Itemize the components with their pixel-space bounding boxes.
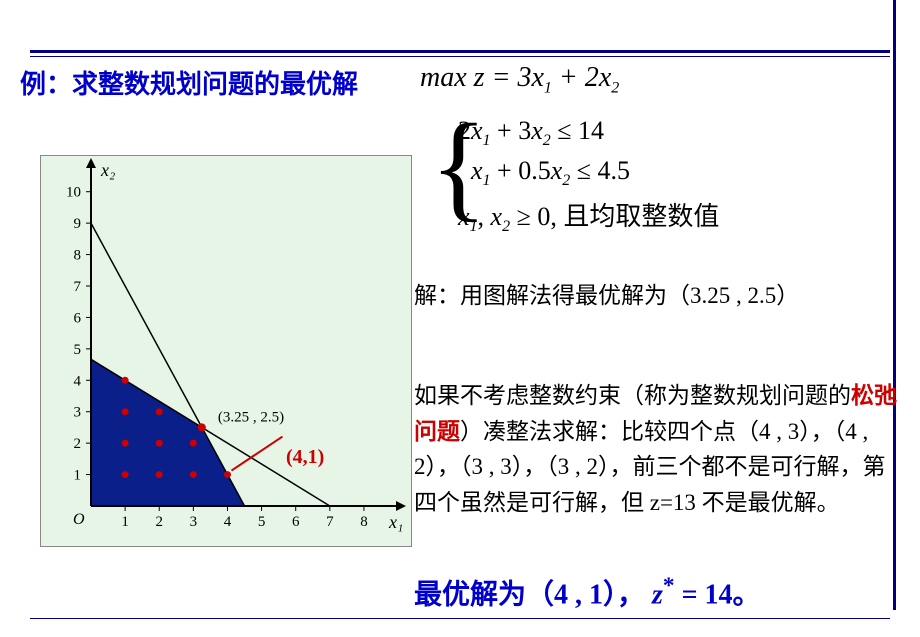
c3-note: 且均取整数值 xyxy=(563,202,719,231)
svg-text:5: 5 xyxy=(258,514,266,530)
plot-svg: 1 2 3 4 5 6 7 8 1 2 3 4 5 6 7 8 9 10 Ox₁ x₂ (3.25 , 2.5) xyxy=(41,156,411,546)
svg-text:6: 6 xyxy=(292,514,300,530)
svg-text:3: 3 xyxy=(190,514,198,530)
obj-s1: 1 xyxy=(544,80,552,97)
solution-paragraph-1: 解：用图解法得最优解为（3.25 , 2.5） xyxy=(414,278,884,314)
bottom-rule xyxy=(30,618,890,619)
svg-text:4: 4 xyxy=(74,373,82,389)
svg-text:1: 1 xyxy=(74,468,82,484)
slide: 例：求整数规划问题的最优解 max z = 3x1 + 2x2 { 2x1 + … xyxy=(0,0,920,637)
c1-x2: x xyxy=(531,116,543,145)
svg-text:8: 8 xyxy=(360,514,368,530)
sol2-a: 如果不考虑整数约束（称为整数规划问题的 xyxy=(414,383,851,408)
svg-text:4: 4 xyxy=(224,514,232,530)
svg-text:x₂: x₂ xyxy=(100,160,115,180)
sol3-a: 最优解为（4 , 1）， xyxy=(414,579,652,610)
feasible-region-graph: 1 2 3 4 5 6 7 8 1 2 3 4 5 6 7 8 9 10 Ox₁ x₂ (3.25 , 2.5) (4,… xyxy=(40,155,412,547)
c2-x2: x xyxy=(551,156,563,185)
svg-text:x₁: x₁ xyxy=(388,512,403,532)
obj-x2: x xyxy=(599,62,611,93)
constraints-block: { 2x1 + 3x2 ≤ 14 x1 + 0.5x2 ≤ 4.5 x1, x2… xyxy=(430,110,719,243)
svg-text:3: 3 xyxy=(74,405,82,421)
objective-function: max z = 3x1 + 2x2 xyxy=(420,62,619,98)
example-title: 例：求整数规划问题的最优解 xyxy=(20,64,358,101)
obj-plus: + 2 xyxy=(552,62,599,93)
svg-text:2: 2 xyxy=(74,436,82,452)
svg-text:2: 2 xyxy=(155,514,163,530)
c2-mid: + 0.5 xyxy=(491,156,551,185)
svg-text:9: 9 xyxy=(74,216,82,232)
svg-text:O: O xyxy=(73,511,85,528)
svg-text:7: 7 xyxy=(74,279,82,295)
svg-text:8: 8 xyxy=(74,248,82,264)
svg-text:(3.25 , 2.5): (3.25 , 2.5) xyxy=(218,409,284,425)
c2-rel: ≤ 4.5 xyxy=(570,156,630,185)
sol3-star: * xyxy=(663,573,675,599)
c1-rel: ≤ 14 xyxy=(551,116,604,145)
top-rule-thick xyxy=(30,50,890,53)
c3-s2: 2 xyxy=(502,219,510,236)
svg-text:10: 10 xyxy=(66,185,81,201)
obj-eq: = 3 xyxy=(485,62,532,93)
c1-s2: 2 xyxy=(543,132,551,149)
svg-text:7: 7 xyxy=(326,514,334,530)
obj-z: z xyxy=(474,62,485,93)
sol3-d: = 14。 xyxy=(675,579,761,610)
c3-rel: ≥ 0, xyxy=(510,202,563,231)
obj-x1: x xyxy=(531,62,543,93)
top-rule-thin xyxy=(30,56,890,57)
svg-text:5: 5 xyxy=(74,342,82,358)
solution-paragraph-2: 如果不考虑整数约束（称为整数规划问题的松弛问题）凑整法求解：比较四个点（4 , … xyxy=(414,378,904,521)
svg-text:6: 6 xyxy=(74,310,82,326)
obj-s2: 2 xyxy=(611,80,619,97)
c1-mid: + 3 xyxy=(491,116,532,145)
constraint-2: x1 + 0.5x2 ≤ 4.5 xyxy=(458,156,719,190)
ip-optimum-label: (4,1) xyxy=(286,446,324,469)
sol2-b: ）凑整法求解：比较四个点（4 , 3），（4 , 2），（3 , 3），（3 ,… xyxy=(414,419,886,515)
sol3-z: z xyxy=(652,579,663,610)
svg-text:1: 1 xyxy=(121,514,129,530)
constraint-3: x1, x2 ≥ 0, 且均取整数值 xyxy=(458,196,719,236)
left-brace-icon: { xyxy=(430,106,488,226)
obj-prefix: max xyxy=(420,62,474,93)
solution-paragraph-3: 最优解为（4 , 1）， z* = 14。 xyxy=(414,568,914,617)
constraint-1: 2x1 + 3x2 ≤ 14 xyxy=(458,116,719,150)
c3-x2: x xyxy=(491,202,503,231)
